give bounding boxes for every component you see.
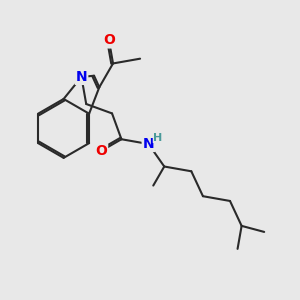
Text: H: H <box>153 133 162 142</box>
Text: O: O <box>103 33 115 47</box>
Text: O: O <box>95 144 107 158</box>
Text: N: N <box>143 137 154 151</box>
Text: N: N <box>76 70 87 84</box>
